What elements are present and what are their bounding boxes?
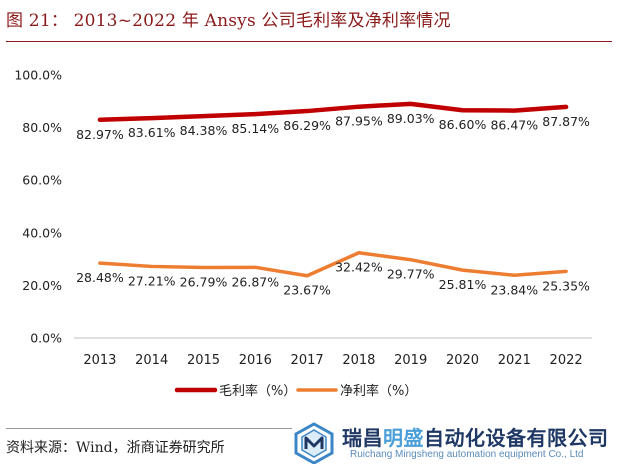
company-name-cn-part1: 瑞昌 <box>342 426 383 450</box>
series-line <box>97 101 569 123</box>
data-label: 85.14% <box>231 121 279 136</box>
y-axis: 0.0% 20.0% 40.0% 60.0% 80.0% 100.0% <box>14 68 62 346</box>
data-label: 83.61% <box>128 125 176 140</box>
data-label: 87.87% <box>542 114 590 129</box>
x-tick-label: 2013 <box>83 353 116 368</box>
data-label: 86.47% <box>490 118 538 133</box>
series-1: 82.97% 83.61% 84.38% 85.14% 86.29% 87.95% 89.0… <box>76 101 590 142</box>
y-tick-label: 20.0% <box>22 278 62 293</box>
x-tick-label: 2022 <box>550 353 583 368</box>
series-layer: 82.97% 83.61% 84.38% 85.14% 86.29% 87.95% 89.0… <box>76 101 590 298</box>
x-tick-label: 2021 <box>498 353 531 368</box>
company-name-cn: 瑞昌明盛自动化设备有限公司 <box>342 422 609 451</box>
y-tick-label: 0.0% <box>30 331 62 346</box>
data-label: 87.95% <box>335 114 383 129</box>
data-label: 86.29% <box>283 118 331 133</box>
x-axis: 2013 2014 2015 2016 2017 2018 2019 2020 2021 2022 <box>74 337 592 368</box>
data-label: 25.35% <box>542 278 590 293</box>
data-label: 32.42% <box>335 260 383 275</box>
series-2: 28.48% 27.21% 26.79% 26.87% 23.67% 32.42% 29.7… <box>76 250 590 298</box>
data-label: 26.87% <box>231 274 279 289</box>
source-divider <box>6 428 292 429</box>
company-name-cn-part2: 明盛 <box>383 426 424 450</box>
data-label: 29.77% <box>387 267 435 282</box>
company-name-en: Ruichang Mingsheng automation equipment … <box>350 449 584 460</box>
data-label: 27.21% <box>128 273 176 288</box>
watermark: 瑞昌明盛自动化设备有限公司 Ruichang Mingsheng automat… <box>292 420 614 466</box>
x-tick-label: 2017 <box>291 353 324 368</box>
series-line <box>98 250 568 278</box>
title-divider <box>6 41 612 42</box>
source-note: 资料来源：Wind，浙商证券研究所 <box>6 440 225 456</box>
y-tick-label: 100.0% <box>14 68 62 83</box>
data-label: 26.79% <box>180 275 228 290</box>
x-tick-label: 2016 <box>239 353 272 368</box>
x-tick-label: 2018 <box>342 353 375 368</box>
x-tick-label: 2019 <box>394 353 427 368</box>
line-chart: 0.0%20.0%40.0%60.0%80.0%100.0% 2013 2014 2… <box>14 68 592 399</box>
data-label: 23.84% <box>490 282 538 297</box>
data-label: 86.60% <box>439 117 487 132</box>
x-tick-label: 2014 <box>135 353 168 368</box>
legend: 毛利率（%） 净利率（%） <box>174 383 417 399</box>
company-name-cn-part3: 自动化设备有限公司 <box>424 426 609 450</box>
data-label: 84.38% <box>180 123 228 138</box>
company-logo-icon <box>294 422 334 464</box>
data-label: 28.48% <box>76 270 124 285</box>
legend-label: 净利率（%） <box>340 383 417 399</box>
y-tick-label: 80.0% <box>22 120 62 135</box>
data-label: 89.03% <box>387 111 435 126</box>
data-label: 25.81% <box>439 277 487 292</box>
y-tick-label: 60.0% <box>22 173 62 188</box>
x-tick-label: 2015 <box>187 353 220 368</box>
legend-label: 毛利率（%） <box>219 383 296 399</box>
figure-title: 图 21： 2013~2022 年 Ansys 公司毛利率及净利率情况 <box>6 11 451 31</box>
data-label: 23.67% <box>283 283 331 298</box>
x-tick-label: 2020 <box>446 353 479 368</box>
data-label: 82.97% <box>76 127 124 142</box>
y-tick-label: 40.0% <box>22 225 62 240</box>
